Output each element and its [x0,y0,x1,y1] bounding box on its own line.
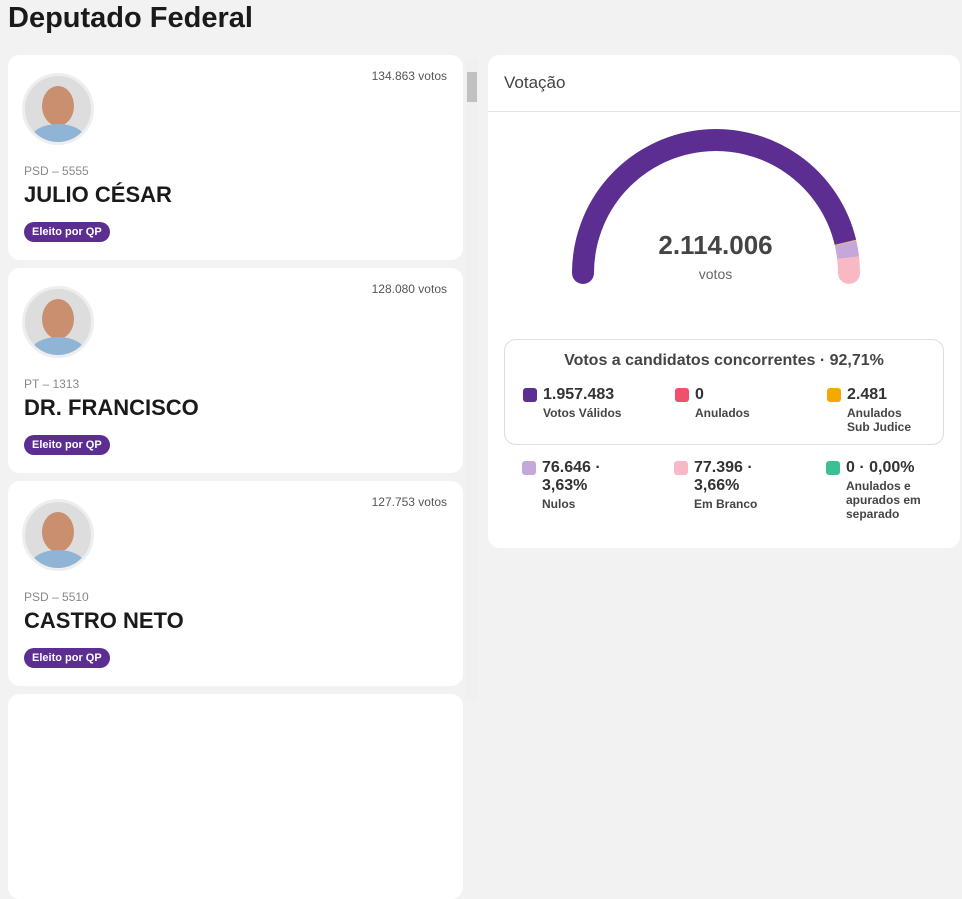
color-swatch [675,388,689,402]
status-badge: Eleito por QP [24,435,110,455]
item-label: Nulos [542,497,622,511]
shoulders [31,550,85,571]
avatar [22,499,94,571]
candidate-card: 127.753 votos PSD – 5510 CASTRO NETO Eleito… [8,481,463,686]
avatar [22,286,94,358]
vote-count: 127.753 votos [372,495,447,509]
item-label: Anulados [695,406,775,420]
candidate-name: DR. FRANCISCO [24,395,199,421]
scrollbar[interactable] [465,58,478,701]
status-badge: Eleito por QP [24,648,110,668]
party: PSD – 5555 [24,164,89,178]
avatar [22,73,94,145]
item-label: Em Branco [694,497,774,511]
scroll-thumb[interactable] [467,72,477,102]
item-value: 77.396 · 3,66%Em Branco [694,459,774,511]
vote-count: 128.080 votos [372,282,447,296]
shoulders [31,337,85,358]
item-label: Anulados Sub Judice [847,406,927,434]
item-value: 0 · 0,00%Anulados e apurados em separado [846,459,926,521]
face [42,86,74,126]
candidate-list: 134.863 votos PSD – 5555 JULIO CÉSAR Eleito… [0,0,480,701]
others: 76.646 · 3,63%Nulos 77.396 · 3,66%Em Bran… [504,459,942,539]
card-title: Votação [504,73,565,93]
box-title: Votos a candidatos concorrentes · 92,71% [505,352,943,370]
party: PT – 1313 [24,377,79,391]
candidate-name: JULIO CÉSAR [24,182,172,208]
item-label: Votos Válidos [543,406,623,420]
face [42,512,74,552]
total-unit: votos [488,266,943,282]
status-badge: Eleito por QP [24,222,110,242]
color-swatch [522,461,536,475]
color-swatch [826,461,840,475]
vote-count: 134.863 votos [372,69,447,83]
face [42,299,74,339]
divider [488,111,960,112]
candidate-card: 128.080 votos PT – 1313 DR. FRANCISCO Eleit… [8,268,463,473]
concorrentes-box: Votos a candidatos concorrentes · 92,71%… [504,339,944,445]
summary-card: Votação 2.114.006 votos Votos a candidat… [488,55,960,548]
candidate-name: CASTRO NETO [24,608,184,634]
party: PSD – 5510 [24,590,89,604]
color-swatch [674,461,688,475]
shoulders [31,124,85,145]
color-swatch [827,388,841,402]
item-label: Anulados e apurados em separado [846,479,926,521]
candidate-card: 134.863 votos PSD – 5555 JULIO CÉSAR Eleito… [8,55,463,260]
item-value: 76.646 · 3,63%Nulos [542,459,622,511]
total-votes: 2.114.006 [488,230,943,261]
candidate-card [8,694,463,899]
color-swatch [523,388,537,402]
